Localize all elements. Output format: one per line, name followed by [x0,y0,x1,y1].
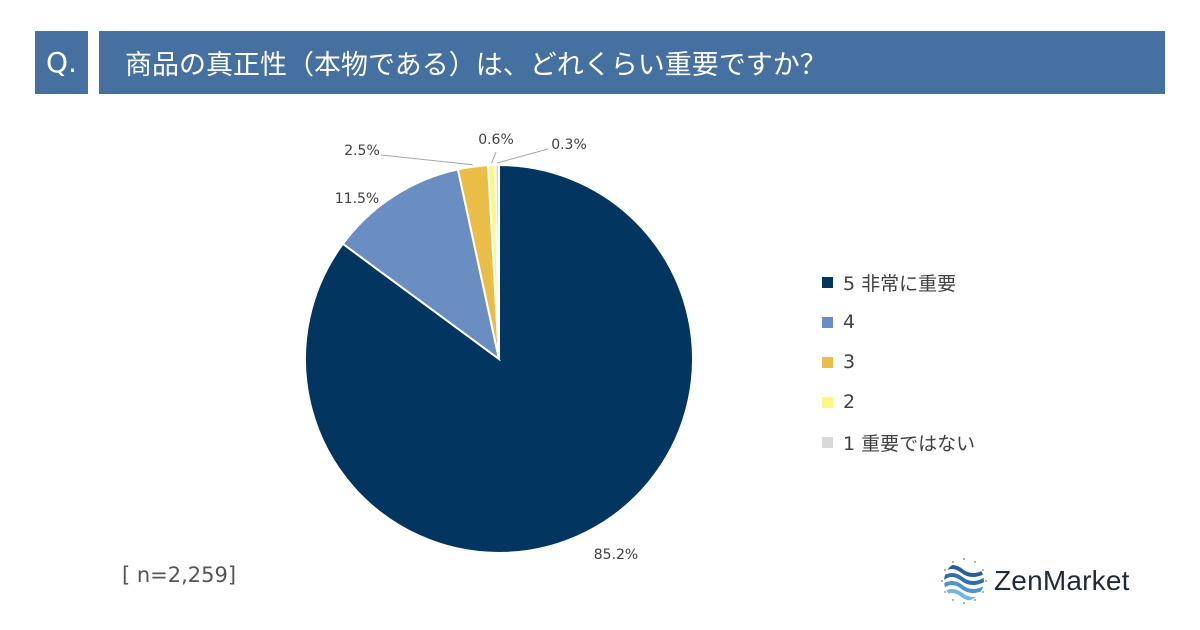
data-label-1: 85.2% [594,547,638,563]
brand-logo: ZenMarket [940,556,1130,606]
wave-circle-icon [941,558,987,604]
legend-label-1: 5 非常に重要 [843,272,957,295]
brand-name: ZenMarket [994,565,1130,596]
leader-line-5 [497,148,549,164]
chart-legend: 5 非常に重要 4 3 2 1 重要ではない [822,262,975,462]
legend-swatch-5 [822,436,833,448]
legend-label-3: 3 [843,351,856,373]
data-label-5: 0.3% [551,137,587,153]
pie-slice-5 [494,163,500,360]
legend-item-2: 4 [822,302,975,342]
legend-item-1: 5 非常に重要 [822,262,975,302]
legend-label-4: 2 [843,391,856,413]
question-title: 商品の真正性（本物である）は、どれくらい重要ですか？ [99,31,1165,94]
legend-swatch-4 [822,396,833,408]
pie-slice-2 [341,168,501,362]
leader-line-3 [380,154,473,166]
legend-item-5: 1 重要ではない [822,422,975,462]
legend-swatch-1 [822,276,833,288]
legend-item-3: 3 [822,342,975,382]
legend-swatch-3 [822,356,833,368]
sample-size: [ n=2,259] [122,563,237,587]
data-label-4: 0.6% [478,132,514,148]
data-label-3: 2.5% [344,143,380,159]
data-label-2: 11.5% [335,191,379,207]
legend-item-4: 2 [822,382,975,422]
legend-label-5: 1 重要ではない [843,432,976,455]
legend-label-2: 4 [843,311,856,333]
legend-swatch-2 [822,316,833,328]
question-label: Q. [35,31,88,94]
leader-line-4 [491,151,497,164]
